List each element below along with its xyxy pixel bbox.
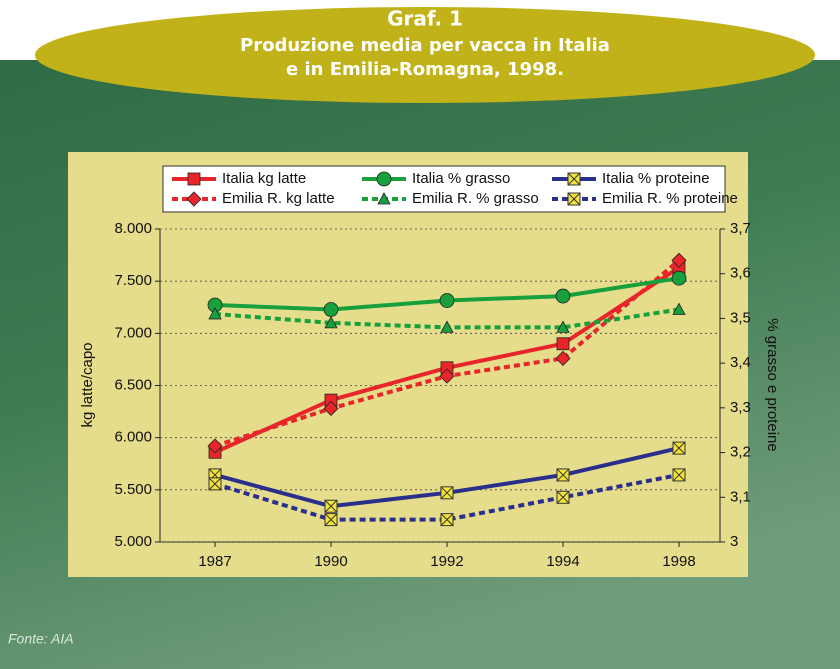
source-note: Fonte: AIA	[8, 631, 74, 647]
marker	[557, 491, 569, 503]
x-tick-label: 1990	[314, 553, 347, 570]
chart-subtitle: Produzione media per vacca in Italia	[240, 35, 610, 56]
legend-marker	[568, 193, 580, 205]
marker	[673, 469, 685, 481]
legend-marker	[568, 173, 580, 185]
chart-subtitle: e in Emilia-Romagna, 1998.	[286, 59, 564, 80]
legend-label: Emilia R. % proteine	[602, 190, 738, 207]
y-axis-label: kg latte/capo	[79, 342, 96, 427]
y2-tick-label: 3,6	[730, 265, 751, 282]
y2-axis-label: % grasso e proteine	[764, 318, 781, 451]
marker	[672, 271, 686, 285]
page: Graf. 1 Produzione media per vacca in It…	[0, 0, 840, 669]
y2-tick-label: 3,2	[730, 444, 751, 461]
x-tick-label: 1998	[662, 553, 695, 570]
marker	[557, 338, 569, 350]
chart-title: Graf. 1	[387, 7, 463, 31]
legend-label: Italia % grasso	[412, 170, 510, 187]
y-tick-label: 8.000	[114, 220, 152, 237]
marker	[325, 514, 337, 526]
legend-label: Italia kg latte	[222, 170, 306, 187]
y2-tick-label: 3,5	[730, 309, 751, 326]
legend-marker	[188, 173, 200, 185]
legend-label: Emilia R. % grasso	[412, 190, 539, 207]
marker	[673, 442, 685, 454]
y-tick-label: 5.000	[114, 533, 152, 550]
marker	[441, 487, 453, 499]
chart: Graf. 1 Produzione media per vacca in It…	[0, 0, 840, 669]
y-tick-label: 6.500	[114, 376, 152, 393]
y2-tick-label: 3,4	[730, 354, 751, 371]
marker	[440, 294, 454, 308]
plot-panel	[68, 152, 748, 577]
marker	[556, 289, 570, 303]
y-tick-label: 7.500	[114, 272, 152, 289]
x-tick-label: 1992	[430, 553, 463, 570]
y2-tick-label: 3	[730, 533, 738, 550]
marker	[324, 302, 338, 316]
x-tick-label: 1987	[198, 553, 231, 570]
y-tick-label: 7.000	[114, 324, 152, 341]
y2-tick-label: 3,7	[730, 220, 751, 237]
legend-label: Italia % proteine	[602, 170, 710, 187]
y2-tick-label: 3,3	[730, 399, 751, 416]
marker	[209, 478, 221, 490]
x-tick-label: 1994	[546, 553, 579, 570]
legend-marker	[377, 172, 391, 186]
marker	[557, 469, 569, 481]
y-tick-label: 5.500	[114, 481, 152, 498]
y2-tick-label: 3,1	[730, 488, 751, 505]
y-tick-label: 6.000	[114, 429, 152, 446]
legend-label: Emilia R. kg latte	[222, 190, 335, 207]
marker	[441, 514, 453, 526]
marker	[325, 500, 337, 512]
